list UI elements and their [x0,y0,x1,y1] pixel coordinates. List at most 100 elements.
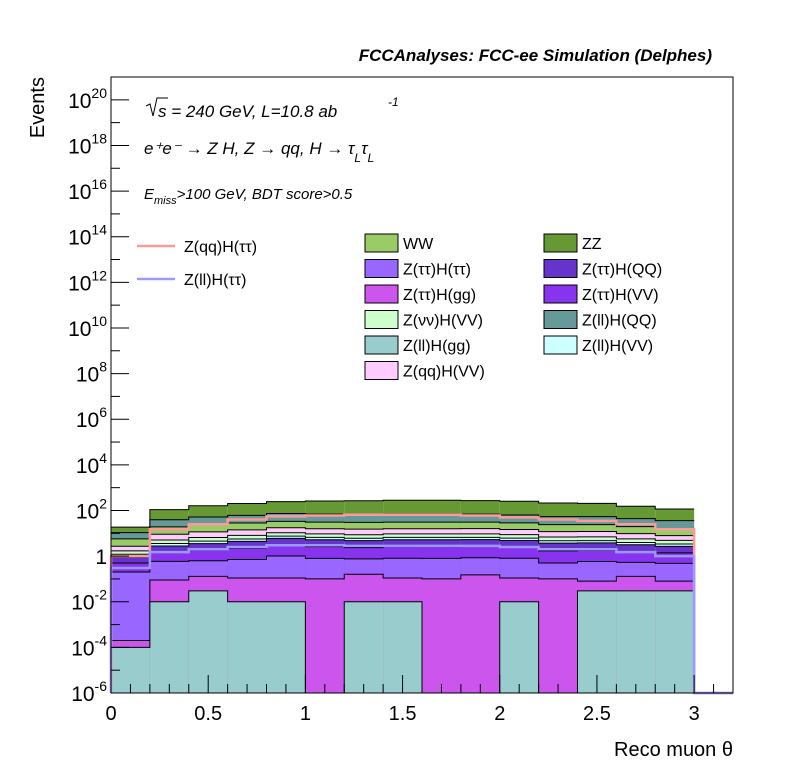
legend-item-z-tautau-h-gg: Z(ττ)H(gg) [364,284,476,304]
bar-z-ll-h-gg-13 [616,590,656,693]
bar-z-ll-h-gg-3 [227,601,267,693]
bar-z-tautau-h-gg-8 [422,578,461,693]
legend-label: Z(ll)H(gg) [403,338,471,355]
legend-label: Z(ττ)H(gg) [403,287,476,304]
legend-label: Z(qq)H(ττ) [184,239,257,256]
bar-z-ll-h-gg-1 [149,601,189,693]
svg-text:Emiss>100 GeV, BDT score>0.5: Emiss>100 GeV, BDT score>0.5 [144,186,353,207]
legend-label: Z(ττ)H(ττ) [403,262,471,279]
outline-zz [111,499,695,528]
cut-sub: miss [154,195,177,207]
process-annotation: e⁺e⁻ → Z H, Z → qq, H → τLτL [144,139,374,165]
y-tick-label: 102 [76,495,107,523]
legend-swatch [543,233,578,253]
energy-annotation: s = 240 GeV, L=10.8 ab -1 [145,95,399,121]
bar-z-ll-h-gg-10 [499,601,539,693]
legend-item-z-tautau-h-qq: Z(ττ)H(QQ) [543,259,662,279]
x-tick-label: 0 [105,703,116,725]
cut-text: >100 GeV, BDT score>0.5 [177,186,353,203]
process-tau2: τ [361,139,369,158]
x-tick-label: 1.5 [389,703,417,725]
legend-swatch [364,361,399,380]
svg-text:e⁺e⁻ → Z H, Z → qq, H → τLτL: e⁺e⁻ → Z H, Z → qq, H → τLτL [144,139,374,165]
y-tick-label: 104 [76,450,107,478]
cut-annotation: Emiss>100 GeV, BDT score>0.5 [144,186,353,207]
x-tick-label: 0.5 [194,703,222,725]
y-tick-label: 1010 [68,313,107,341]
legend-item-z-tautau-h-tautau: Z(ττ)H(ττ) [364,259,471,279]
y-axis: 10-6 10-4 10-2 1 102 104 106 108 1010 1012 1014 101… [68,85,129,706]
outline-z-qq-h-vv [111,527,695,547]
y-axis-label: Events [27,77,49,138]
legend-item-z-ll-h-tautau: Z(ll)H(ττ) [137,272,246,289]
legend-item-z-nunu-h-vv: Z(νν)H(VV) [364,310,483,330]
legend-label: Z(νν)H(VV) [403,313,483,330]
line-z-ll-h-tautau [109,543,733,695]
y-tick-label: 106 [76,404,107,432]
legend-item-zz: ZZ [543,233,602,253]
bar-z-ll-h-gg-14 [655,590,695,693]
bar-z-ll-h-gg-6 [344,601,384,693]
outline-z-tautau-h-gg [111,573,695,642]
legend-item-z-ll-h-vv: Z(ll)H(VV) [543,335,653,355]
legend-item-z-qq-h-tautau: Z(qq)H(ττ) [137,239,257,256]
y-tick-label: 1016 [68,176,107,204]
series-z-ll-h-gg [111,590,695,694]
legend-swatch [543,284,578,304]
energy-s: s [158,102,167,121]
process-sub1: L [354,151,361,165]
legend-swatch [364,310,399,329]
legend-item-z-qq-h-vv: Z(qq)H(VV) [364,361,485,381]
chart-title: FCCAnalyses: FCC-ee Simulation (Delphes) [359,46,713,65]
x-tick-label: 2.5 [583,703,611,725]
legend-label: Z(ττ)H(VV) [582,287,659,304]
bar-z-ll-h-gg-4 [266,601,306,693]
cut-e: E [144,186,155,203]
legend-swatch [364,284,399,304]
legend-label: Z(qq)H(VV) [403,364,485,381]
x-axis-label: Reco muon θ [614,739,733,761]
legend-swatch [543,259,578,278]
line-z-qq-h-tautau [109,513,733,695]
legend-item-z-ll-h-gg: Z(ll)H(gg) [364,335,471,355]
legend-label: Z(ll)H(QQ) [582,313,657,330]
sqrt-sign-bar [145,97,168,117]
y-tick-label: 1014 [68,222,107,250]
y-tick-label: 1018 [68,130,107,158]
legend-swatch [543,335,578,355]
legend-item-z-tautau-h-vv: Z(ττ)H(VV) [543,284,659,304]
legend-swatch [364,233,399,253]
x-tick-label: 3 [689,703,700,725]
histogram-stack [111,499,695,694]
outline-z-tautau-h-tautau [111,555,695,573]
process-text: e⁺e⁻ → Z H, Z → qq, H → τ [144,139,356,158]
legend-label: Z(ττ)H(QQ) [582,262,662,279]
process-sub2: L [367,151,374,165]
x-tick-label: 2 [494,703,505,725]
outline-z-ll-h-vv [111,535,695,555]
outline-z-tautau-h-qq [111,537,695,558]
y-tick-label: 10-2 [71,587,107,615]
bar-z-tautau-h-gg-11 [538,578,578,693]
svg-text:s = 240 GeV, L=10.8 ab: s = 240 GeV, L=10.8 ab [158,102,337,121]
outline-z-nunu-h-vv [111,532,695,552]
energy-text: = 240 GeV, L=10.8 ab [167,102,338,121]
y-tick-label: 1012 [68,267,107,295]
legend-label: ZZ [582,236,602,253]
signal-lines [109,513,733,695]
legend-swatch [543,310,578,329]
y-tick-label: 10-4 [71,632,107,660]
energy-exponent: -1 [388,95,399,109]
legend-label: WW [403,236,434,253]
legend-swatch [364,259,399,278]
legend: WW Z(ττ)H(ττ) Z(ττ)H(gg) Z(νν)H(VV) Z(ll)H(g… [137,233,662,381]
bar-z-tautau-h-gg-9 [460,574,500,693]
y-tick-label: 1 [95,546,107,569]
legend-item-z-ll-h-qq: Z(ll)H(QQ) [543,310,657,330]
legend-label: Z(ll)H(VV) [582,338,653,355]
y-tick-label: 10-6 [71,678,107,706]
x-axis: 0 0.5 1 1.5 2 2.5 3 [105,675,734,725]
bar-z-tautau-h-gg-5 [305,578,345,693]
legend-label: Z(ll)H(ττ) [184,272,246,289]
